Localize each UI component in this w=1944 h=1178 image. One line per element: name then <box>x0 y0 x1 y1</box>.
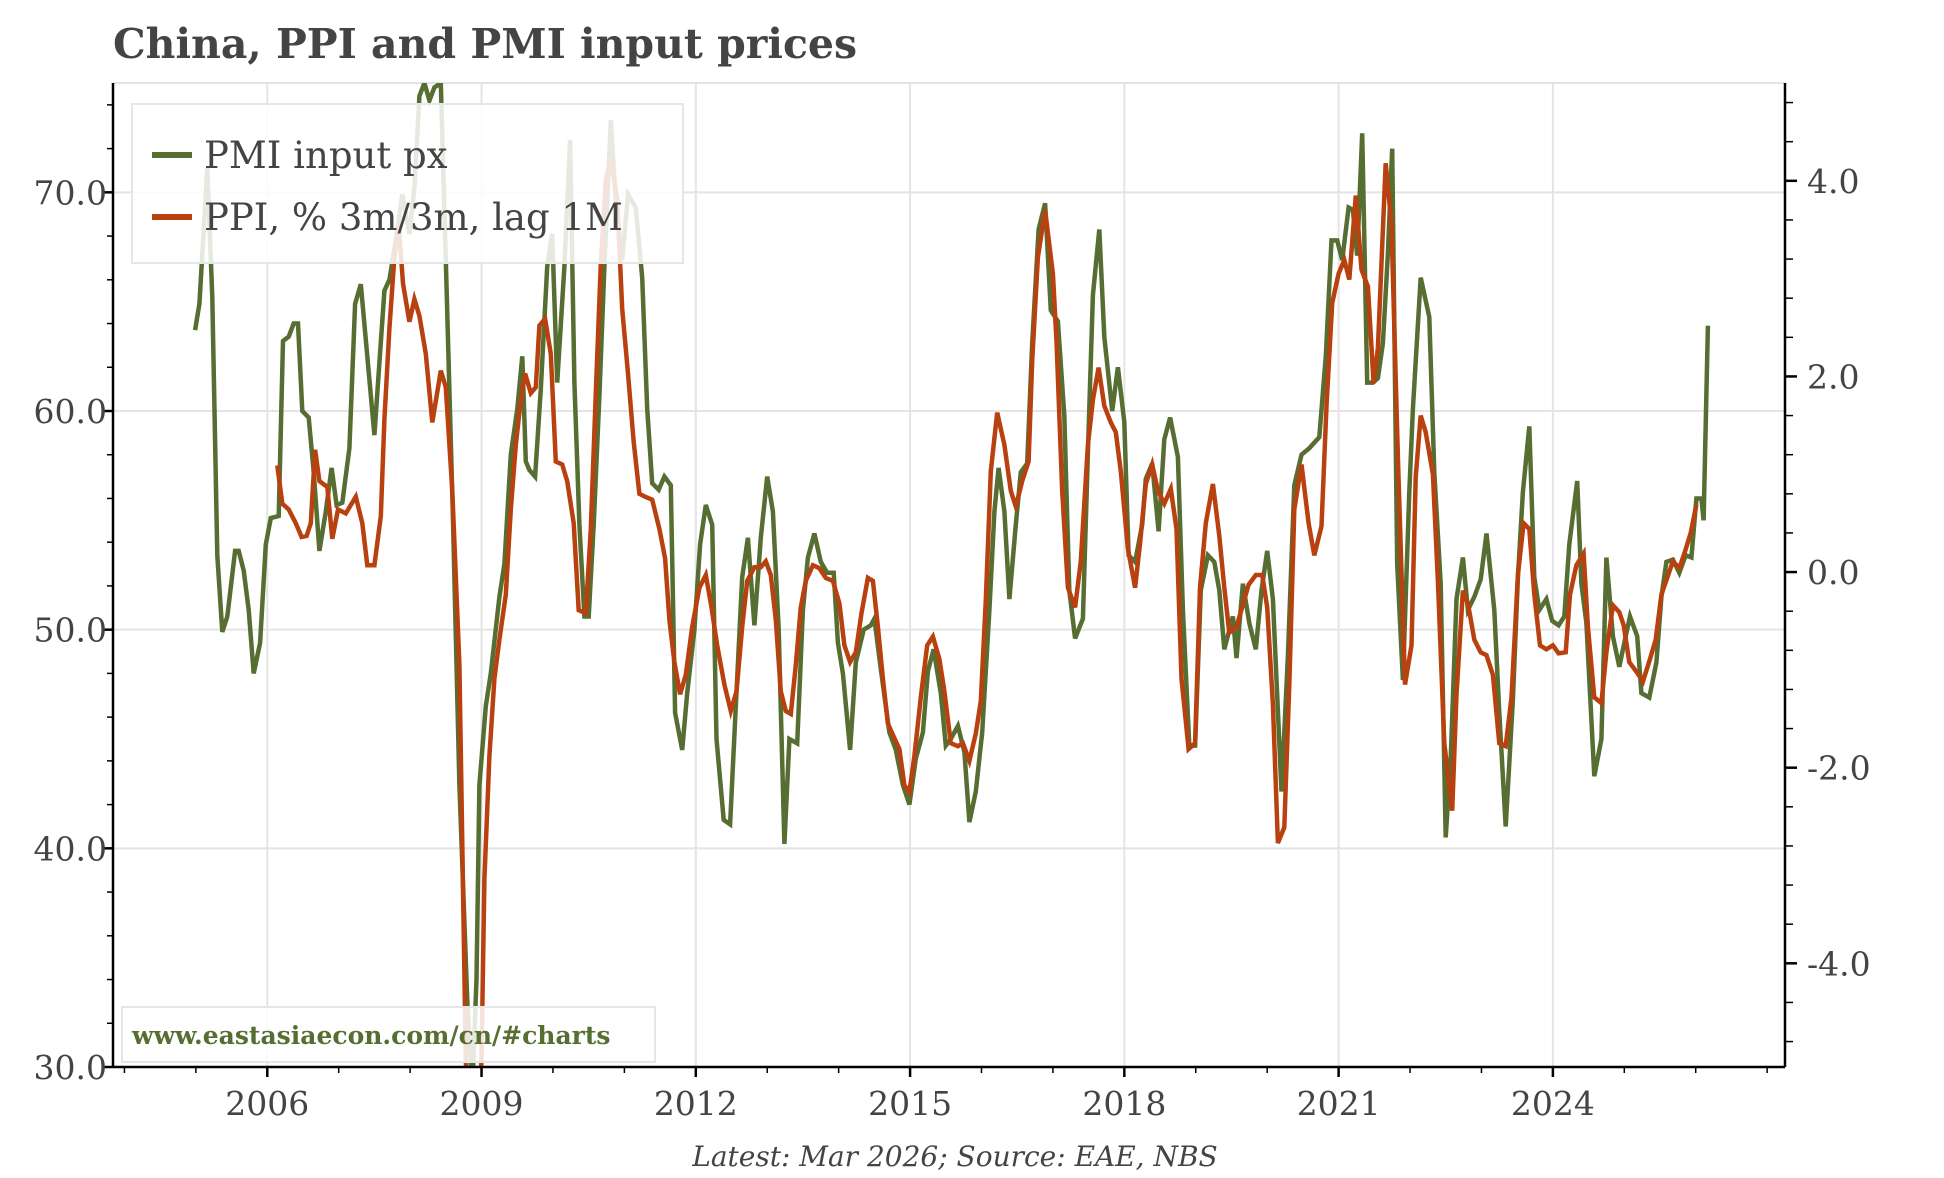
y-left-tick-label: 60.0 <box>34 392 107 431</box>
y-right-tick-label: 0.0 <box>1807 553 1859 592</box>
axes: 2006 2009 2012 2015 2018 2021 2024 30.0 40.0 50.0… <box>34 83 1871 1123</box>
x-tick-label: 2018 <box>1082 1084 1166 1123</box>
watermark-text: www.eastasiaecon.com/cn/#charts <box>131 1021 610 1050</box>
y-left-tick-label: 30.0 <box>34 1048 107 1087</box>
series-line-pmi-input <box>192 83 1711 1067</box>
y-left-tick-label: 70.0 <box>34 173 107 212</box>
x-tick-label: 2012 <box>654 1084 738 1123</box>
x-tick-label: 2021 <box>1297 1084 1381 1123</box>
legend-label-pmi: PMI input px <box>204 134 448 177</box>
y-right-tick-label: 2.0 <box>1807 357 1859 396</box>
series-line-ppi <box>275 159 1699 1067</box>
x-tick-label: 2024 <box>1511 1084 1595 1123</box>
chart-title: China, PPI and PMI input prices <box>113 20 857 68</box>
y-left-tick-label: 50.0 <box>34 611 107 650</box>
legend-box <box>131 103 684 264</box>
x-tick-label: 2006 <box>225 1084 309 1123</box>
x-tick-label: 2009 <box>440 1084 524 1123</box>
legend-label-ppi: PPI, % 3m/3m, lag 1M <box>204 196 623 239</box>
x-tick-label: 2015 <box>868 1084 952 1123</box>
y-left-tick-label: 40.0 <box>34 829 107 868</box>
y-right-tick-label: -2.0 <box>1807 749 1871 788</box>
series-lines <box>192 83 1711 1067</box>
footer-source: Latest: Mar 2026; Source: EAE, NBS <box>691 1140 1218 1173</box>
y-right-tick-label: 4.0 <box>1807 162 1859 201</box>
watermark-box <box>121 1006 656 1063</box>
y-right-tick-label: -4.0 <box>1807 944 1871 983</box>
legend: PMI input px PPI, % 3m/3m, lag 1M <box>131 103 684 264</box>
watermark: www.eastasiaecon.com/cn/#charts <box>121 1006 656 1063</box>
